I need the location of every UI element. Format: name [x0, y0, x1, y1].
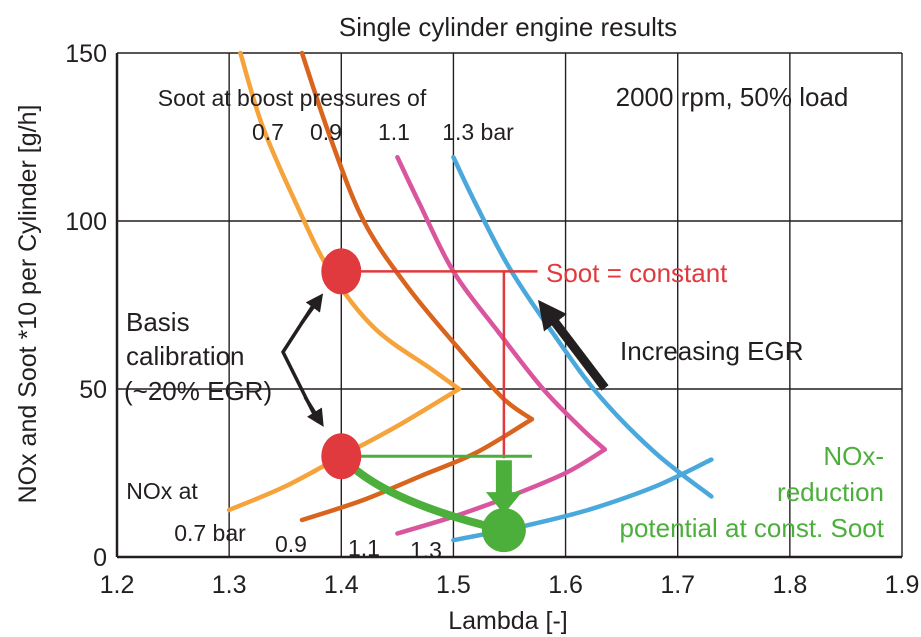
basis-point-nox: [321, 433, 362, 480]
nox-header-label: NOx at: [126, 478, 198, 504]
chart-title: Single cylinder engine results: [339, 12, 677, 42]
x-axis-title: Lambda [-]: [448, 607, 568, 635]
overlay-layer: [280, 248, 609, 553]
nox-reduction-path: [337, 452, 508, 535]
soot-series-1-3-bar: [451, 154, 714, 499]
soot-header-label: Soot at boost pressures of: [158, 85, 427, 111]
nox-reduction-arrow: [485, 460, 522, 515]
x-tick-1-2: 1.2: [100, 571, 135, 599]
soot-constant-label: Soot = constant: [546, 258, 728, 288]
basis-bracket: [280, 297, 320, 423]
soot-series-0-9: [299, 50, 535, 422]
nox-label-1-1: 1.1: [348, 535, 380, 561]
soot-label-1-1: 1.1: [378, 119, 410, 145]
basis-arrow-down: [303, 396, 324, 427]
nox-label-0-7: 0.7 bar: [174, 520, 246, 546]
x-tick-1-9: 1.9: [885, 571, 920, 599]
soot-label-1-3: 1.3 bar: [442, 119, 514, 145]
soot-label-0-7: 0.7: [252, 119, 284, 145]
nox-label-0-9: 0.9: [275, 531, 307, 557]
x-tick-1-5: 1.5: [436, 571, 471, 599]
condition-label: 2000 rpm, 50% load: [616, 82, 849, 112]
y-tick-150: 150: [65, 40, 107, 68]
basis-point-soot: [321, 248, 362, 295]
basis-label-line1: Basis: [126, 307, 190, 337]
nox-series-0-9: [299, 416, 535, 523]
y-axis-title: NOx and Soot *10 per Cylinder [g/h]: [14, 105, 42, 504]
soot-series-1-1: [395, 154, 608, 452]
basis-label-line3: (~20% EGR): [124, 376, 272, 406]
nox-reduction-line1: NOx-: [823, 441, 884, 471]
nox-reduction-line2: reduction: [777, 477, 884, 507]
y-tick-0: 0: [93, 544, 107, 572]
target-point: [481, 508, 526, 553]
x-tick-1-3: 1.3: [212, 571, 247, 599]
y-tick-100: 100: [65, 208, 107, 236]
x-tick-1-7: 1.7: [660, 571, 695, 599]
soot-label-0-9: 0.9: [310, 119, 342, 145]
x-tick-1-4: 1.4: [324, 571, 359, 599]
x-tick-1-8: 1.8: [772, 571, 807, 599]
nox-reduction-line3: potential at const. Soot: [619, 513, 884, 543]
y-tick-50: 50: [79, 376, 107, 404]
nox-label-1-3: 1.3: [410, 537, 442, 563]
basis-arrow-up: [299, 293, 324, 326]
increasing-egr-arrow: [538, 299, 609, 391]
increasing-egr-label: Increasing EGR: [620, 336, 804, 366]
basis-label-line2: calibration: [126, 341, 245, 371]
grid: [115, 52, 903, 559]
tick-labels: 1.2 1.3 1.4 1.5 1.6 1.7 1.8 1.9 0 50 100 150: [65, 40, 919, 599]
x-tick-1-6: 1.6: [548, 571, 583, 599]
